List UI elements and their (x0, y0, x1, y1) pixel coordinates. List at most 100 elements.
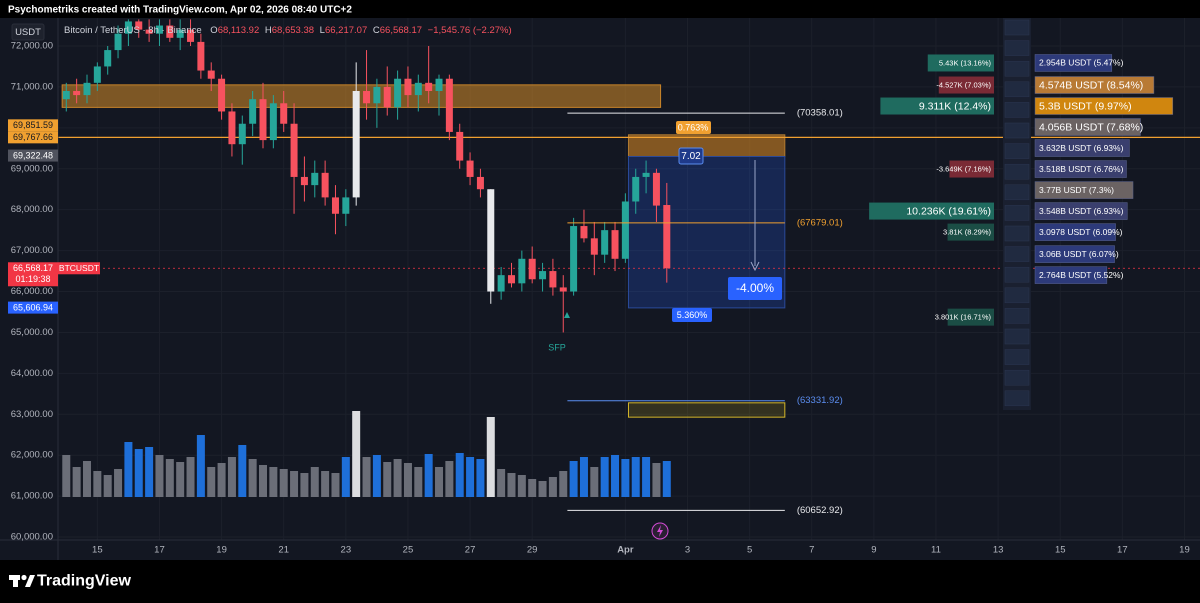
candle-body (632, 176, 640, 202)
candle-body (642, 172, 650, 177)
volume-bar (528, 479, 537, 497)
volume-bar (403, 463, 412, 497)
volume-bar (662, 461, 671, 497)
candle-body (621, 201, 629, 259)
zone (627, 134, 786, 157)
volume-bar (165, 459, 174, 497)
zone (61, 84, 662, 108)
price-label: 69,322.48 (13, 150, 53, 160)
bid-label: 2.764B USDT (5.52%) (1039, 270, 1124, 280)
volume-bar (362, 457, 371, 497)
candle-body (404, 78, 412, 96)
volume-bar (579, 457, 588, 497)
level-label: (60652.92) (797, 505, 843, 516)
bid-bar (1034, 245, 1115, 263)
candle-body (363, 91, 371, 104)
volume-bar (103, 475, 112, 497)
countdown: 01:19:38 (15, 274, 50, 284)
delta-bar (869, 202, 994, 220)
price-label-box (8, 301, 58, 314)
candle-body (93, 66, 101, 83)
change: −1,545.76 (−2.27%) (428, 25, 512, 36)
logo-part (25, 575, 35, 587)
y-tick-label: 72,000.00 (11, 41, 53, 52)
delta-label: 9.311K (12.4%) (919, 100, 991, 112)
volume-bar (114, 469, 123, 497)
price-label: 66,568.17 (13, 263, 53, 273)
bid-bar (1034, 181, 1134, 199)
volume-bar (279, 469, 288, 497)
price-label: 69,767.66 (13, 132, 53, 142)
ohlc-value: 68,653.38 (272, 25, 314, 36)
level-label: (63331.92) (797, 395, 843, 406)
candle-body (114, 33, 122, 51)
ohlc-key: L (320, 25, 325, 36)
x-tick-label: 17 (1117, 545, 1128, 556)
volume-bar (476, 459, 485, 497)
volume-bar (145, 447, 154, 497)
price-label-box (8, 262, 58, 287)
symbol-line: Bitcoin / TetherUS · 8h · Binance O68,11… (64, 25, 512, 36)
volume-bar (652, 463, 661, 497)
candle-body (476, 176, 484, 190)
annotation: 5.360% (677, 310, 708, 320)
candle-body (197, 41, 205, 71)
currency: USDT (15, 27, 41, 38)
volume-bar (155, 455, 164, 497)
heatmap-cell (1004, 184, 1030, 201)
candle-body (570, 226, 578, 292)
credit: Psychometriks created with TradingView.c… (8, 5, 352, 16)
heatmap-cell (1004, 19, 1030, 36)
candle-body (414, 82, 422, 96)
candle-body (445, 78, 453, 132)
candle-body (487, 189, 495, 292)
volume-bar (569, 461, 578, 497)
price-label: 69,851.59 (13, 120, 53, 130)
heatmap-cell (1004, 308, 1030, 324)
volume-bar (600, 457, 609, 497)
candle-body (300, 176, 308, 186)
volume-bar (393, 459, 402, 497)
candle-body (290, 123, 298, 177)
delta-label: -3.649K (7.16%) (936, 165, 991, 174)
volume-bar (72, 467, 81, 497)
volume-bar (466, 457, 475, 497)
volume-bar (548, 477, 557, 497)
candle-body (83, 82, 91, 96)
arrow-head (750, 261, 760, 272)
volume-bar (290, 471, 299, 497)
x-tick-label: 21 (278, 545, 289, 556)
candle-body (207, 70, 215, 79)
bid-bar (1034, 223, 1116, 241)
annotation: 7.02 (681, 151, 701, 162)
x-tick-label: 29 (527, 545, 538, 556)
candle-body (507, 275, 515, 284)
heatmap-cell (1004, 60, 1030, 77)
bid-label: 3.0978 USDT (6.09%) (1039, 227, 1123, 237)
volume-bar (248, 459, 257, 497)
y-tick-label: 62,000.00 (11, 450, 53, 461)
y-tick-label: 63,000.00 (11, 409, 53, 420)
y-tick-label: 65,000.00 (11, 327, 53, 338)
volume-bar (383, 462, 392, 497)
volume-bar (207, 467, 216, 497)
volume-bar (62, 455, 71, 497)
volume-bar (300, 473, 309, 497)
ohlc-value: 68,113.92 (218, 25, 260, 36)
volume-bar (372, 455, 381, 497)
volume-bar (445, 461, 454, 497)
heatmap-cell (1004, 122, 1030, 139)
volume-bar (559, 471, 568, 497)
bid-bar (1034, 202, 1128, 220)
delta-bar (949, 160, 994, 178)
bid-bar (1034, 139, 1130, 157)
x-tick-label: 13 (993, 545, 1004, 556)
volume-bar (82, 461, 91, 497)
volume-bar (590, 467, 599, 497)
volume-bar (507, 473, 516, 497)
volume-bar (196, 435, 205, 497)
delta-label: 3.801K (16.71%) (935, 313, 992, 322)
heatmap-cell (1004, 349, 1030, 365)
heatmap-cell (1004, 40, 1030, 56)
bid-bar (1034, 76, 1155, 94)
